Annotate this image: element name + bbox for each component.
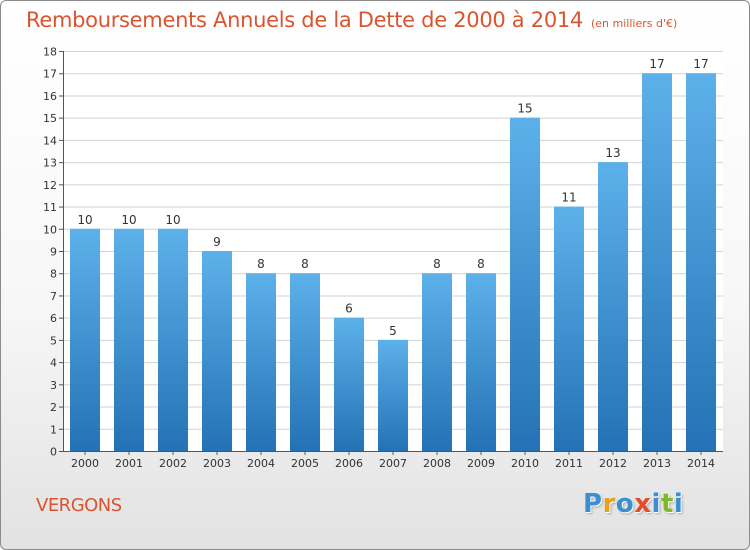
x-tick-label-2011: 2011 (555, 457, 583, 470)
bar-2006 (334, 317, 364, 451)
value-label-2004: 8 (257, 257, 265, 271)
value-label-2012: 13 (605, 146, 620, 160)
bar-2008 (422, 273, 452, 451)
y-tick-label: 4 (50, 357, 57, 370)
logo-letter: r (602, 489, 616, 519)
x-tick-label-2013: 2013 (643, 457, 671, 470)
x-tick-label-2002: 2002 (159, 457, 187, 470)
y-tick-label: 9 (50, 246, 57, 259)
y-tick-label: 0 (50, 446, 57, 459)
y-tick-label: 10 (43, 223, 57, 236)
logo-letter: t (660, 489, 674, 519)
chart-title: Remboursements Annuels de la Dette de 20… (26, 8, 678, 32)
y-tick-label: 8 (50, 268, 57, 281)
bar-2002 (158, 228, 188, 451)
x-tick-label-2001: 2001 (115, 457, 143, 470)
x-tick-label-2005: 2005 (291, 457, 319, 470)
x-tick-label-2012: 2012 (599, 457, 627, 470)
bar-2003 (202, 251, 232, 451)
bar-2012 (598, 162, 628, 451)
x-axis: 2000 2001 2002 2003 2004 2005 2006 2007 2008 2009… (63, 451, 723, 470)
value-label-2002: 10 (165, 213, 180, 227)
bar-2013 (642, 73, 672, 451)
x-tick-label-2006: 2006 (335, 457, 363, 470)
y-tick-label: 15 (43, 112, 57, 125)
value-label-2007: 5 (389, 324, 397, 338)
y-tick-label: 14 (43, 134, 57, 147)
bar-2009 (466, 273, 496, 451)
logo-letter: o (615, 489, 635, 519)
y-tick-label: 6 (50, 312, 57, 325)
value-label-2006: 6 (345, 302, 353, 316)
x-tick-label-2014: 2014 (687, 457, 715, 470)
value-label-2011: 11 (561, 191, 576, 205)
y-tick-label: 1 (50, 423, 57, 436)
value-label-2013: 17 (649, 57, 664, 71)
x-tick-label-2004: 2004 (247, 457, 275, 470)
bars (70, 73, 716, 452)
x-tick-label-2010: 2010 (511, 457, 539, 470)
bar-2004 (246, 273, 276, 451)
bar-2001 (114, 228, 144, 451)
y-tick-label: 18 (43, 46, 57, 59)
bar-2011 (554, 206, 584, 451)
commune-name: VERGONS (36, 495, 122, 516)
x-tick-label-2003: 2003 (203, 457, 231, 470)
x-tick-label-2000: 2000 (71, 457, 99, 470)
chart-subtitle: (en milliers d'€) (591, 17, 678, 30)
value-label-2000: 10 (77, 213, 92, 227)
value-label-2008: 8 (433, 257, 441, 271)
bar-2005 (290, 273, 320, 451)
y-tick-label: 2 (50, 401, 57, 414)
y-tick-label: 13 (43, 157, 57, 170)
proxiti-logo: Proxiti (583, 489, 683, 521)
logo-letter: x (634, 489, 652, 519)
x-tick-label-2009: 2009 (467, 457, 495, 470)
bar-2000 (70, 228, 100, 451)
x-tick-label-2007: 2007 (379, 457, 407, 470)
y-tick-label: 11 (43, 201, 57, 214)
value-label-2001: 10 (121, 213, 136, 227)
logo-letter: P (583, 489, 603, 519)
y-tick-label: 16 (43, 90, 57, 103)
value-label-2014: 17 (693, 57, 708, 71)
value-label-2010: 15 (517, 102, 532, 116)
x-tick-label-2008: 2008 (423, 457, 451, 470)
bar-2014 (686, 73, 716, 451)
value-label-2009: 8 (477, 257, 485, 271)
y-tick-label: 17 (43, 68, 57, 81)
y-tick-label: 7 (50, 290, 57, 303)
logo-letter: i (673, 489, 684, 519)
bar-2010 (510, 117, 540, 452)
value-label-2003: 9 (213, 235, 221, 249)
bar-2007 (378, 339, 408, 451)
value-labels: 10 10 10 9 8 8 6 5 8 8 15 11 13 17 17 (77, 57, 708, 338)
y-tick-label: 12 (43, 179, 57, 192)
value-label-2005: 8 (301, 257, 309, 271)
y-tick-label: 3 (50, 379, 57, 392)
logo-letter: i (651, 489, 661, 519)
y-tick-label: 5 (50, 334, 57, 347)
